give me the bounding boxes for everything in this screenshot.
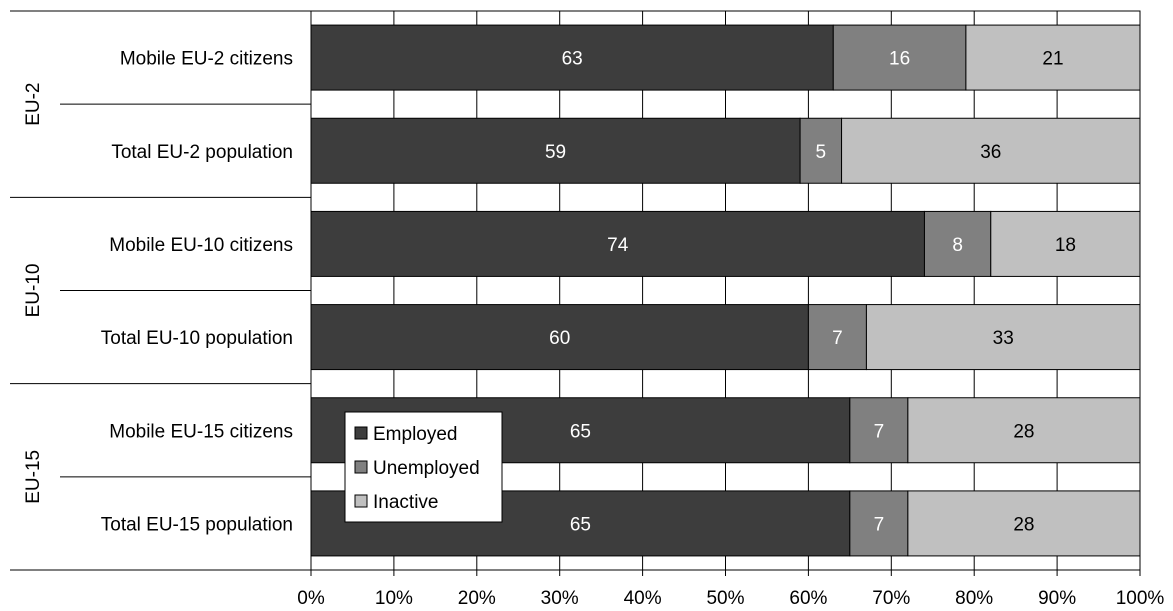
x-tick-label: 20% <box>458 588 496 609</box>
bar-segment <box>807 304 867 371</box>
bar-segment <box>849 490 909 557</box>
group-label: EU-10 <box>23 264 44 318</box>
value-labels: 63 16 21 59 5 36 74 8 18 60 7 33 65 7 28 65 7 28 <box>545 49 1076 536</box>
category-label: Mobile EU-15 citizens <box>109 421 293 442</box>
x-tick-label: 60% <box>789 588 827 609</box>
category-label: Total EU-10 population <box>101 328 293 349</box>
bar-segment <box>907 397 1141 464</box>
bar-segment <box>310 210 925 277</box>
bar-segment <box>990 210 1141 277</box>
data-label: 59 <box>545 142 566 163</box>
x-tick-label: 50% <box>706 588 744 609</box>
data-label: 33 <box>993 328 1014 349</box>
group-label: EU-15 <box>23 450 44 504</box>
legend-label: Inactive <box>373 492 438 513</box>
group-labels: EU-2 EU-10 EU-15 <box>23 83 44 504</box>
x-tick-label: 80% <box>955 588 993 609</box>
x-tick-label: 30% <box>541 588 579 609</box>
x-tick-labels: 0% 10% 20% 30% 40% 50% 60% 70% 80% 90% 100% <box>297 588 1164 609</box>
legend-swatch <box>354 494 368 508</box>
x-tick-label: 40% <box>624 588 662 609</box>
legend-box <box>344 411 503 523</box>
category-label: Mobile EU-10 citizens <box>109 235 293 256</box>
legend-swatch <box>354 460 368 474</box>
category-labels: Mobile EU-2 citizens Total EU-2 populatio… <box>101 49 293 536</box>
bar-segment <box>841 117 1141 184</box>
data-label: 28 <box>1013 421 1034 442</box>
data-label: 28 <box>1013 514 1034 535</box>
data-label: 65 <box>570 514 591 535</box>
data-label: 21 <box>1042 49 1063 70</box>
data-label: 60 <box>549 328 570 349</box>
legend-label: Employed <box>373 424 458 445</box>
x-tick-label: 90% <box>1038 588 1076 609</box>
legend-swatch <box>354 426 368 440</box>
axes <box>10 10 1141 576</box>
bar-segment <box>865 304 1141 371</box>
group-label: EU-2 <box>23 83 44 126</box>
data-label: 7 <box>874 421 885 442</box>
category-label: Mobile EU-2 citizens <box>120 49 293 70</box>
x-tick-label: 0% <box>297 588 325 609</box>
data-label: 36 <box>980 142 1001 163</box>
data-label: 63 <box>562 49 583 70</box>
x-tick-label: 100% <box>1116 588 1165 609</box>
data-label: 7 <box>874 514 885 535</box>
data-label: 16 <box>889 49 910 70</box>
bars <box>310 24 1141 557</box>
legend: Employed Unemployed Inactive <box>344 411 503 523</box>
x-tick-label: 70% <box>872 588 910 609</box>
bar-segment <box>965 24 1141 91</box>
category-label: Total EU-15 population <box>101 514 293 535</box>
data-label: 5 <box>816 142 827 163</box>
data-label: 18 <box>1055 235 1076 256</box>
data-label: 65 <box>570 421 591 442</box>
bar-segment <box>849 397 909 464</box>
data-label: 8 <box>952 235 963 256</box>
legend-label: Unemployed <box>373 458 480 479</box>
x-tick-label: 10% <box>375 588 413 609</box>
data-label: 7 <box>832 328 843 349</box>
category-label: Total EU-2 population <box>111 142 293 163</box>
bar-segment <box>923 210 992 277</box>
bar-segment <box>907 490 1141 557</box>
data-label: 74 <box>607 235 629 256</box>
